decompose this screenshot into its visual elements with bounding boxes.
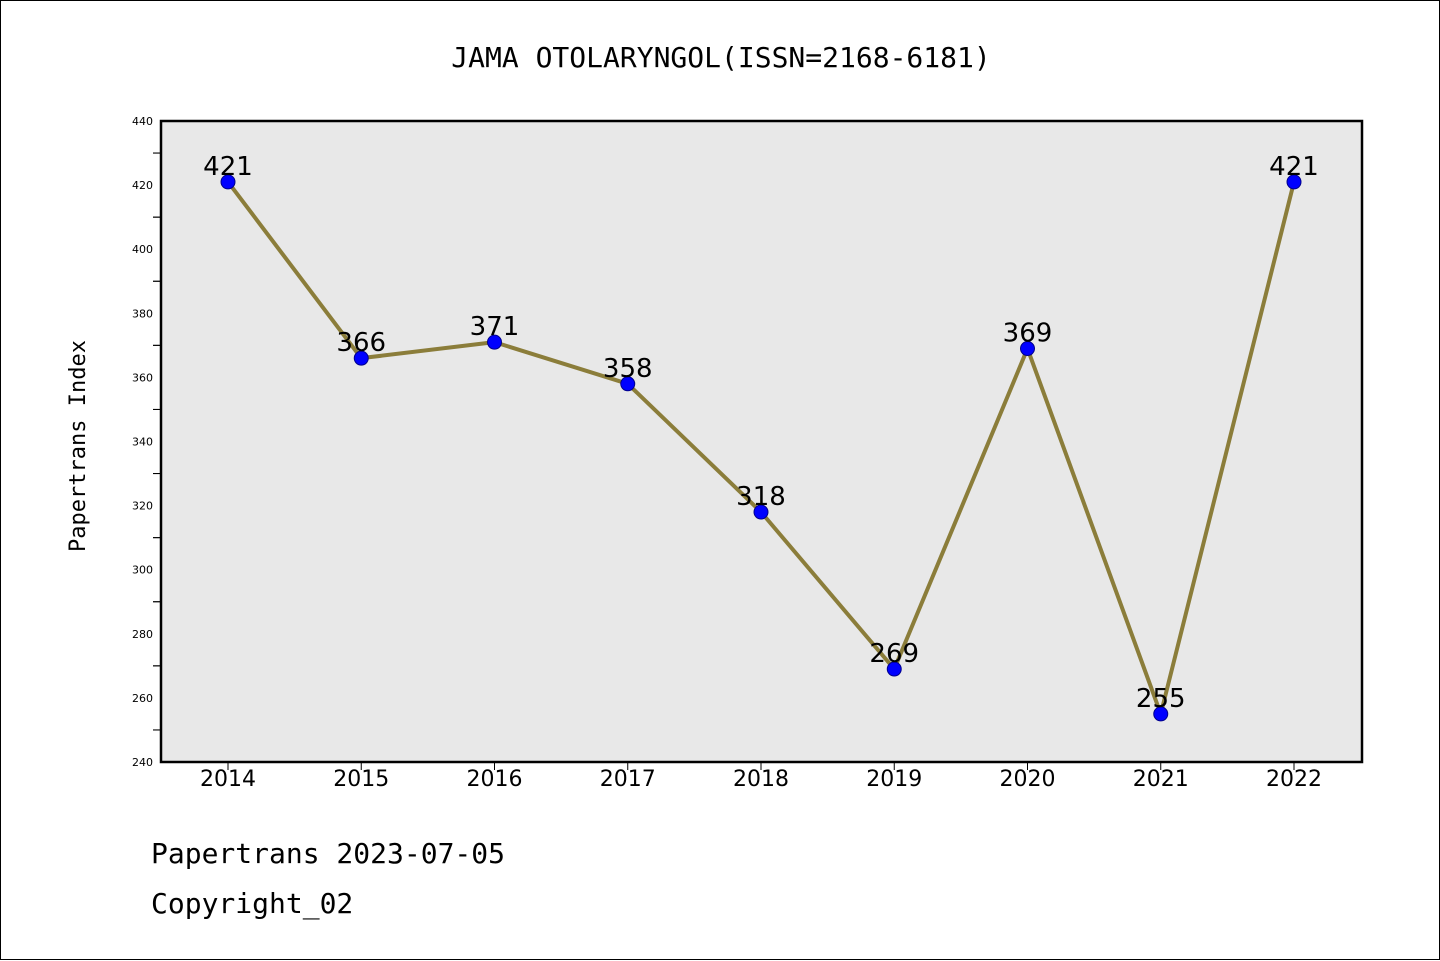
y-tick-label: 380 — [132, 307, 153, 320]
data-value-label: 318 — [736, 482, 786, 512]
plot-area — [159, 119, 1364, 764]
data-point-marker — [886, 661, 902, 677]
x-tick-label: 2015 — [333, 767, 389, 792]
y-tick-label: 240 — [132, 756, 153, 769]
data-point-marker — [753, 504, 769, 520]
y-tick-label: 400 — [132, 243, 153, 256]
x-tick-label: 2020 — [1000, 767, 1056, 792]
data-labels: 421 366 371 358 318 269 369 255 421 — [203, 152, 1319, 714]
data-value-label: 255 — [1136, 684, 1186, 714]
footer-date-text: Papertrans 2023-07-05 — [151, 837, 506, 870]
data-point-marker — [1286, 174, 1302, 190]
data-point-marker — [620, 376, 636, 392]
y-tick-label: 320 — [132, 500, 153, 513]
data-value-label: 358 — [603, 354, 653, 384]
x-tick-label: 2018 — [733, 767, 789, 792]
x-tick-label: 2021 — [1133, 767, 1189, 792]
data-value-label: 371 — [470, 312, 520, 342]
y-axis: 240 260 280 300 320 340 360 380 400 420 440 — [132, 115, 161, 769]
x-tick-label: 2019 — [866, 767, 922, 792]
y-tick-label: 360 — [132, 371, 153, 384]
data-value-label: 421 — [1269, 152, 1319, 182]
data-point-marker — [487, 334, 502, 350]
data-value-label: 269 — [869, 639, 919, 669]
x-axis: 2014 2015 2016 2017 2018 2019 2020 2021 2022 — [200, 762, 1322, 792]
footer-copyright-text: Copyright_02 — [151, 887, 354, 920]
y-tick-label: 420 — [132, 179, 153, 192]
data-point-marker — [220, 174, 236, 190]
x-tick-label: 2014 — [200, 767, 256, 792]
y-tick-label: 280 — [132, 628, 153, 641]
data-value-label: 369 — [1003, 319, 1053, 349]
x-tick-label: 2022 — [1266, 767, 1322, 792]
data-value-label: 421 — [203, 152, 253, 182]
chart-title: JAMA OTOLARYNGOL(ISSN=2168-6181) — [451, 41, 990, 74]
data-point-marker — [353, 350, 369, 366]
data-value-label: 366 — [336, 328, 386, 358]
x-tick-label: 2016 — [467, 767, 523, 792]
y-axis-label: Papertrans Index — [66, 340, 91, 552]
y-tick-label: 440 — [132, 115, 153, 128]
y-tick-label: 260 — [132, 692, 153, 705]
y-tick-label: 340 — [132, 436, 153, 449]
x-tick-label: 2017 — [600, 767, 656, 792]
data-point-marker — [1020, 341, 1035, 357]
data-point-marker — [1153, 706, 1169, 722]
y-tick-label: 300 — [132, 564, 153, 577]
series-markers — [220, 174, 1302, 722]
